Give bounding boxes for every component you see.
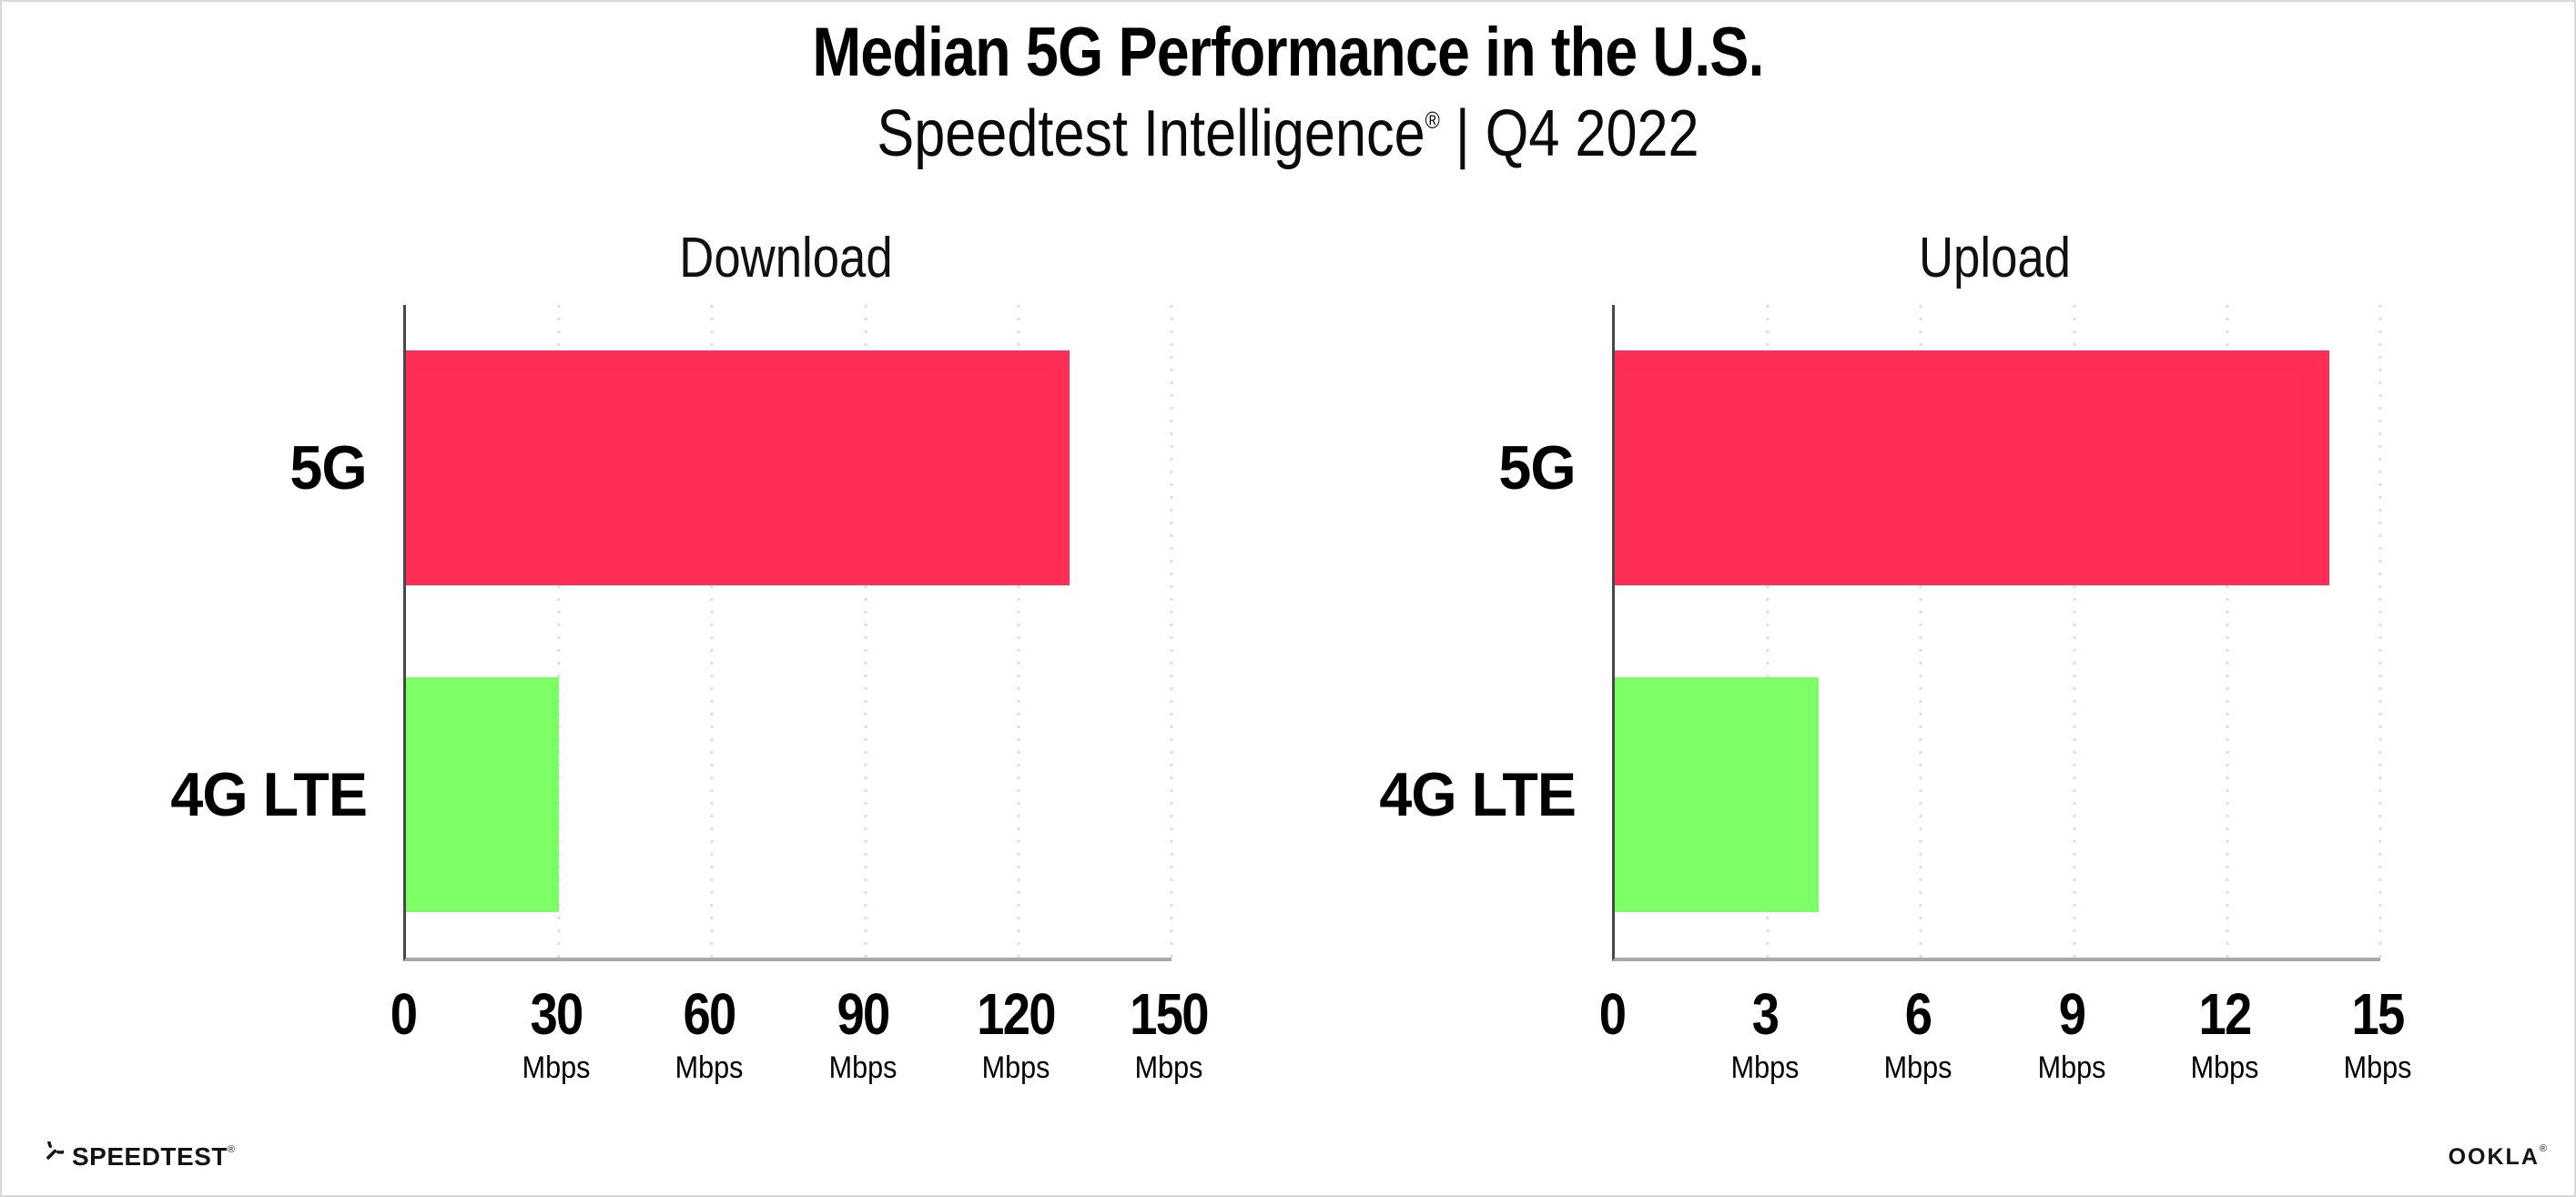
x-tick-value: 120 [976, 981, 1056, 1047]
gridline [1919, 305, 1922, 958]
x-axis-ticks: 0 3 Mbps 6 Mbps 9 Mbps 12 Mbps 15 Mbps [1599, 985, 2412, 1103]
speedtest-registered-mark: ® [227, 1144, 236, 1155]
x-axis-ticks: 0 30 Mbps 60 Mbps 90 Mbps 120 Mbps 150 Mbps [390, 985, 1210, 1103]
page-title: Median 5G Performance in the U.S. [812, 14, 1764, 91]
gridline [2073, 305, 2076, 958]
gridline [1766, 305, 1770, 958]
x-tick-value: 30 [530, 981, 584, 1047]
x-tick-label: 90 Mbps [825, 985, 900, 1083]
bar-5g-upload [1615, 350, 2329, 586]
x-tick-value: 0 [1598, 981, 1627, 1047]
x-tick-unit: Mbps [828, 1050, 898, 1085]
subtitle-separator: | [1439, 97, 1486, 170]
gridline [710, 305, 714, 958]
x-tick-unit: Mbps [1883, 1050, 1952, 1085]
x-tick-label: 0 [1597, 985, 1628, 1043]
gridline [1170, 305, 1173, 958]
x-tick-value: 9 [2058, 981, 2085, 1047]
x-tick-unit: Mbps [2190, 1050, 2259, 1085]
category-label-4g-lte: 4G LTE [170, 759, 368, 829]
x-tick-unit: Mbps [2037, 1050, 2106, 1085]
bar-5g-download [406, 350, 1070, 586]
x-tick-label: 60 Mbps [672, 985, 747, 1083]
x-tick-value: 60 [683, 981, 737, 1047]
gridline [557, 305, 561, 958]
category-label-4g-lte: 4G LTE [1379, 759, 1577, 829]
bar-4g-lte-download [406, 676, 560, 912]
x-tick-value: 12 [2198, 981, 2252, 1047]
ookla-registered-mark: ® [2539, 1143, 2549, 1154]
x-tick-label: 6 Mbps [1881, 985, 1956, 1083]
x-tick-label: 150 Mbps [1123, 985, 1215, 1083]
x-tick-unit: Mbps [1134, 1050, 1203, 1085]
gridline [864, 305, 867, 958]
x-tick-unit: Mbps [981, 1050, 1050, 1085]
chart-title-download: Download [679, 227, 893, 289]
gridline [1017, 305, 1020, 958]
page-subtitle: Speedtest Intelligence® | Q4 2022 [193, 96, 2383, 171]
x-tick-label: 15 Mbps [2339, 985, 2415, 1083]
speedtest-logo: SPEEDTEST® [33, 1141, 236, 1172]
chart-panel-upload: Upload 5G 4G LTE 0 3 Mbps 6 Mbps 9 Mbps 12 Mbps 15… [1379, 226, 2412, 1136]
x-tick-label: 3 Mbps [1728, 985, 1803, 1083]
x-tick-label: 0 [388, 985, 419, 1043]
x-tick-unit: Mbps [674, 1050, 744, 1085]
bar-4g-lte-upload [1615, 676, 1820, 912]
speedtest-logo-text: SPEEDTEST® [72, 1142, 236, 1171]
ookla-logo: OOKLA® [2449, 1143, 2549, 1171]
x-tick-value: 0 [390, 981, 418, 1047]
registered-mark: ® [1425, 108, 1440, 135]
x-tick-label: 120 Mbps [969, 985, 1061, 1083]
speedtest-gauge-icon [46, 1141, 64, 1160]
category-label-5g: 5G [1498, 433, 1577, 503]
x-tick-value: 15 [2351, 981, 2405, 1047]
ookla-logo-text: OOKLA® [2448, 1143, 2549, 1170]
x-tick-unit: Mbps [1730, 1050, 1800, 1085]
x-tick-label: 12 Mbps [2186, 985, 2262, 1083]
x-tick-unit: Mbps [2343, 1050, 2412, 1085]
chart-panel-download: Download 5G 4G LTE 0 30 Mbps 60 Mbps 90 Mbps 120… [170, 226, 1210, 1136]
chart-title-upload: Upload [1918, 227, 2071, 289]
subtitle-period: Q4 2022 [1485, 97, 1699, 170]
x-tick-value: 150 [1130, 981, 1209, 1047]
x-tick-unit: Mbps [522, 1050, 591, 1085]
plot-area: 5G 4G LTE [1379, 305, 2382, 961]
x-tick-value: 90 [837, 981, 890, 1047]
x-tick-label: 9 Mbps [2033, 985, 2109, 1083]
plot-area: 5G 4G LTE [170, 305, 1173, 961]
x-tick-label: 30 Mbps [519, 985, 594, 1083]
gridline [2378, 305, 2382, 958]
gridline [2226, 305, 2229, 958]
x-tick-value: 6 [1905, 981, 1932, 1047]
subtitle-brand: Speedtest Intelligence [877, 97, 1425, 170]
x-tick-value: 3 [1751, 981, 1780, 1047]
category-label-5g: 5G [289, 433, 368, 503]
